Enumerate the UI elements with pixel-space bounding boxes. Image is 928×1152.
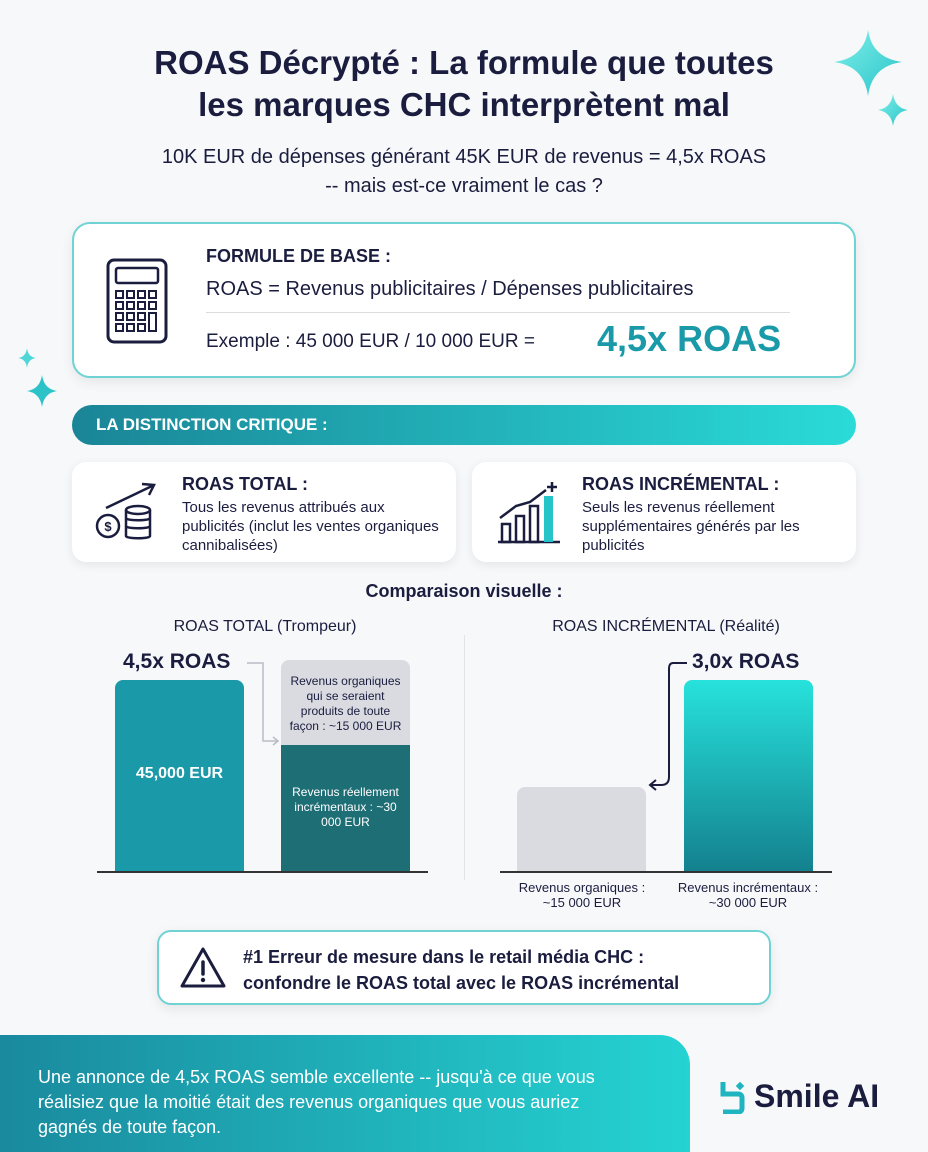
page-title: ROAS Décrypté : La formule que toutes les…	[0, 42, 928, 126]
sparkle-icon	[834, 30, 908, 126]
warning-text: #1 Erreur de mesure dans le retail média…	[243, 944, 679, 996]
organic-revenue-segment: Revenus organiques qui se seraient produ…	[281, 660, 410, 745]
label-line: ~15 000 EUR	[542, 895, 622, 910]
subtitle-line: 10K EUR de dépenses générant 45K EUR de …	[161, 146, 767, 168]
warning-icon	[180, 947, 226, 988]
footer-text: Une annonce de 4,5x ROAS semble excellen…	[38, 1067, 595, 1137]
svg-text:$: $	[104, 519, 112, 534]
card-title: ROAS TOTAL :	[182, 474, 308, 494]
roas-label: 3,0x ROAS	[692, 650, 800, 673]
left-baseline	[97, 871, 428, 873]
calculator-icon	[106, 258, 168, 344]
bar-label: 45,000 EUR	[135, 765, 224, 782]
card-title: ROAS INCRÉMENTAL :	[582, 474, 780, 494]
card-text: Seuls les revenus réellement supplémenta…	[582, 499, 800, 554]
segment-label: Revenus réellement incrémentaux : ~30 00…	[292, 785, 399, 829]
right-chart-title: ROAS INCRÉMENTAL (Réalité)	[552, 618, 780, 635]
organic-revenue-bar	[517, 787, 646, 871]
roas-incremental-card: ROAS INCRÉMENTAL : Seuls les revenus rée…	[472, 462, 856, 562]
connector-arrow	[648, 662, 687, 791]
incremental-revenue-bar	[684, 680, 813, 871]
formula-result: 4,5x ROAS	[597, 318, 782, 359]
formula-example: Exemple : 45 000 EUR / 10 000 EUR =	[206, 331, 535, 352]
subtitle-line: -- mais est-ce vraiment le cas ?	[325, 175, 603, 197]
card-text: Tous les revenus attribués aux publicité…	[182, 499, 439, 554]
label-line: Revenus incrémentaux :	[677, 880, 819, 895]
logo-text: Smile AI	[754, 1078, 880, 1114]
title-line: ROAS Décrypté : La formule que toutes	[154, 44, 774, 81]
chart-divider	[464, 635, 465, 880]
label-line: Revenus organiques :	[518, 880, 646, 895]
label-line: ~30 000 EUR	[708, 895, 788, 910]
formula-heading: FORMULE DE BASE :	[206, 246, 392, 266]
segment-label: Revenus organiques qui se seraient produ…	[289, 674, 402, 733]
incremental-label: Revenus incrémentaux : ~30 000 EUR	[663, 880, 833, 910]
logo-mark-icon	[720, 1081, 745, 1114]
roas-total-card: $ ROAS TOTAL : Tous les revenus attribué…	[72, 462, 456, 562]
page-subtitle: 10K EUR de dépenses générant 45K EUR de …	[0, 143, 928, 201]
smile-ai-logo: Smile AI	[720, 1078, 879, 1115]
coins-growth-icon: $	[95, 482, 156, 540]
warning-line: #1 Erreur de mesure dans le retail média…	[243, 947, 645, 967]
total-revenue-bar: 45,000 EUR	[115, 680, 244, 871]
distinction-banner: LA DISTINCTION CRITIQUE :	[72, 405, 856, 445]
comparison-title: Comparaison visuelle :	[365, 581, 563, 601]
left-chart-title: ROAS TOTAL (Trompeur)	[173, 618, 357, 635]
divider	[206, 312, 790, 313]
formula-card: FORMULE DE BASE : ROAS = Revenus publici…	[72, 222, 856, 378]
sparkle-icon	[18, 348, 57, 407]
formula-text: ROAS = Revenus publicitaires / Dépenses …	[206, 278, 694, 300]
organic-label: Revenus organiques : ~15 000 EUR	[497, 880, 667, 910]
bar-chart-growth-icon	[498, 482, 560, 544]
warning-box: #1 Erreur de mesure dans le retail média…	[157, 930, 771, 1005]
roas-label: 4,5x ROAS	[123, 650, 231, 673]
incremental-revenue-segment: Revenus réellement incrémentaux : ~30 00…	[281, 745, 410, 871]
footer-panel: Une annonce de 4,5x ROAS semble excellen…	[0, 1035, 690, 1152]
warning-line: confondre le ROAS total avec le ROAS inc…	[243, 973, 680, 993]
connector-arrow	[247, 662, 280, 746]
right-baseline	[500, 871, 832, 873]
title-line: les marques CHC interprètent mal	[198, 86, 730, 123]
